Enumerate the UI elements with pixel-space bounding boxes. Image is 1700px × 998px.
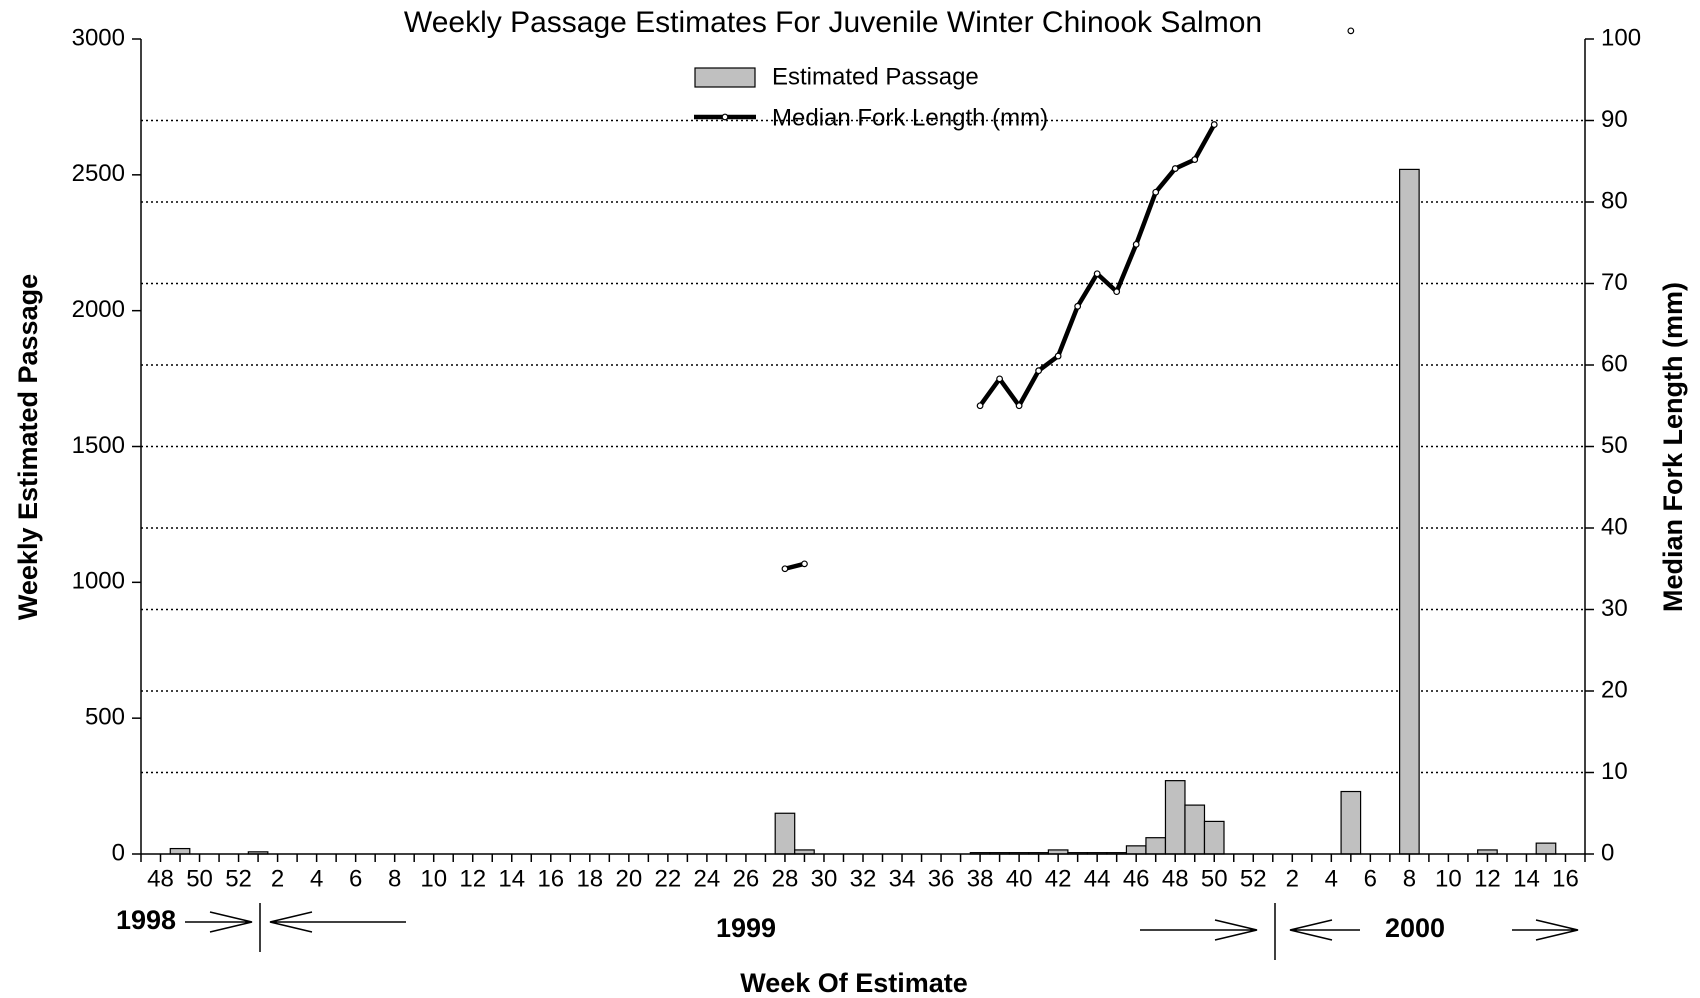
line [978,123,1217,408]
x-tick-label: 16 [537,865,564,892]
x-tick-label: 6 [1364,865,1377,892]
x-axis-title: Week Of Estimate [740,968,968,998]
x-tick-label: 28 [772,865,799,892]
line-marker [1054,352,1062,360]
bar [1535,842,1557,855]
x-tick-label: 26 [733,865,760,892]
line-marker [1035,367,1043,375]
bar [1203,820,1225,855]
x-tick-label: 10 [1435,865,1462,892]
line-marker [1210,121,1218,128]
y2-tick-label: 90 [1601,106,1628,133]
y-tick-label: 2000 [72,296,125,323]
x-tick-label: 6 [349,865,362,892]
line-marker [1113,288,1121,296]
legend-swatch [694,67,756,88]
y2-tick-label: 30 [1601,595,1628,622]
line-marker [1015,402,1023,410]
x-tick-label: 30 [811,865,838,892]
line-marker [976,402,984,410]
x-tick-label: 2 [271,865,284,892]
y2-tick-label: 60 [1601,350,1628,377]
line-marker [781,565,789,573]
line-marker [1152,188,1160,196]
y2-tick-label: 100 [1601,24,1641,51]
x-tick-label: 4 [1325,865,1338,892]
y-tick-label: 500 [85,704,125,731]
x-tick-label: 50 [1201,865,1228,892]
x-tick-label: 36 [928,865,955,892]
year-label: 2000 [1385,913,1445,943]
x-tick-label: 44 [1084,865,1111,892]
bar [1164,780,1186,855]
y-tick-label: 2500 [72,160,125,187]
x-tick-label: 14 [1513,865,1540,892]
line-marker [1171,165,1179,172]
y-tick-label: 0 [112,839,125,866]
year-label: 1999 [716,913,776,943]
bar [1184,804,1206,855]
x-tick-label: 46 [1123,865,1150,892]
line-marker [1191,156,1199,164]
line-marker [1074,302,1082,310]
x-tick-label: 4 [310,865,323,892]
x-tick-label: 48 [1162,865,1189,892]
x-tick-label: 38 [967,865,994,892]
line-marker [996,375,1003,383]
y-tick-label: 1000 [72,568,125,595]
bar [169,847,191,855]
x-tick-label: 20 [615,865,642,892]
x-tick-label: 2 [1286,865,1299,892]
year-label: 1998 [116,905,176,935]
x-tick-label: 42 [1045,865,1072,892]
y2-tick-label: 50 [1601,432,1628,459]
bar [1399,168,1420,855]
line-marker [1093,270,1101,278]
y2-tick-label: 0 [1601,839,1614,866]
y-axis-title: Weekly Estimated Passage [13,274,43,620]
x-tick-label: 8 [388,865,401,892]
y2-tick-label: 70 [1601,269,1628,296]
x-tick-label: 12 [459,865,486,892]
x-tick-label: 12 [1474,865,1501,892]
bar [1125,845,1147,855]
x-tick-label: 24 [694,865,721,892]
x-tick-label: 32 [850,865,877,892]
legend-label: Estimated Passage [772,63,979,90]
y2-tick-label: 40 [1601,513,1628,540]
y2-tick-label: 20 [1601,676,1628,703]
x-tick-label: 8 [1403,865,1416,892]
bar [1340,790,1362,855]
x-tick-label: 14 [498,865,525,892]
x-tick-label: 48 [147,865,174,892]
chart-title: Weekly Passage Estimates For Juvenile Wi… [404,6,1262,39]
y2-tick-label: 80 [1601,187,1628,214]
x-tick-label: 52 [1240,865,1267,892]
bar [774,812,796,855]
line-marker [801,560,808,568]
y-tick-label: 3000 [72,24,125,51]
x-tick-label: 10 [420,865,447,892]
year-arrows [185,903,1579,960]
line-marker [1132,240,1140,248]
x-tick-label: 34 [889,865,916,892]
y2-axis-title: Median Fork Length (mm) [1658,282,1688,612]
x-tick-label: 40 [1006,865,1033,892]
y2-tick-label: 10 [1601,758,1628,785]
x-tick-label: 52 [225,865,252,892]
x-tick-label: 50 [186,865,213,892]
y-tick-label: 1500 [72,432,125,459]
line-marker [1347,27,1355,35]
legend-label: Median Fork Length (mm) [772,104,1048,131]
x-tick-label: 16 [1552,865,1579,892]
legend-swatch [721,113,729,121]
x-tick-label: 22 [655,865,682,892]
bar [1145,837,1167,855]
x-tick-label: 18 [576,865,603,892]
